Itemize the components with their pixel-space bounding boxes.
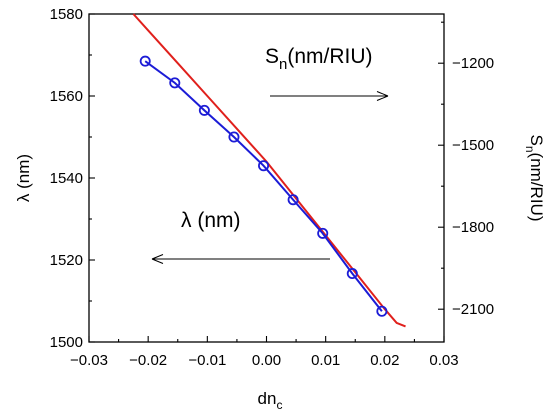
tick-marks [88, 13, 445, 343]
x-tick-label: −0.02 [129, 352, 167, 369]
series-line-wavelength [144, 60, 383, 312]
arrow-left [151, 254, 330, 264]
y-tick-label: 1580 [50, 6, 83, 23]
x-tick-label: −0.03 [70, 352, 108, 369]
y-tick-label: 1520 [50, 252, 83, 269]
y2-tick-label: −2100 [452, 301, 494, 318]
x-tick-label: 0.01 [311, 352, 340, 369]
x-tick-label: 0.03 [429, 352, 458, 369]
tick-labels: −0.03 −0.02 −0.01 0.00 0.01 0.02 0.03 1500 1520 1… [50, 6, 495, 369]
data-point [228, 131, 240, 143]
y2-tick-label: −1800 [452, 219, 494, 236]
y-tick-label: 1560 [50, 88, 83, 105]
data-point [258, 160, 270, 172]
data-point [346, 268, 358, 280]
y2-tick-label: −1200 [452, 55, 494, 72]
y2-tick-label: −1500 [452, 137, 494, 154]
data-point [139, 55, 151, 67]
y-tick-label: 1540 [50, 170, 83, 187]
annotation-wavelength: λ (nm) [181, 209, 241, 232]
data-point [317, 227, 329, 239]
series-blue [139, 55, 388, 317]
data-point [287, 194, 299, 206]
x-tick-label: −0.01 [188, 352, 226, 369]
y-tick-label: 1500 [50, 334, 83, 351]
y2-axis-title: Sn(nm/RIU) [523, 135, 546, 222]
x-tick-label: 0.02 [370, 352, 399, 369]
annotation-sensitivity: Sn(nm/RIU) [265, 45, 373, 73]
arrow-right [270, 91, 389, 101]
x-tick-label: 0.00 [252, 352, 281, 369]
x-axis-title: dnc [258, 389, 283, 412]
data-point [169, 77, 181, 89]
y-axis-title: λ (nm) [14, 154, 33, 202]
data-point [198, 104, 210, 116]
data-point [376, 305, 388, 317]
